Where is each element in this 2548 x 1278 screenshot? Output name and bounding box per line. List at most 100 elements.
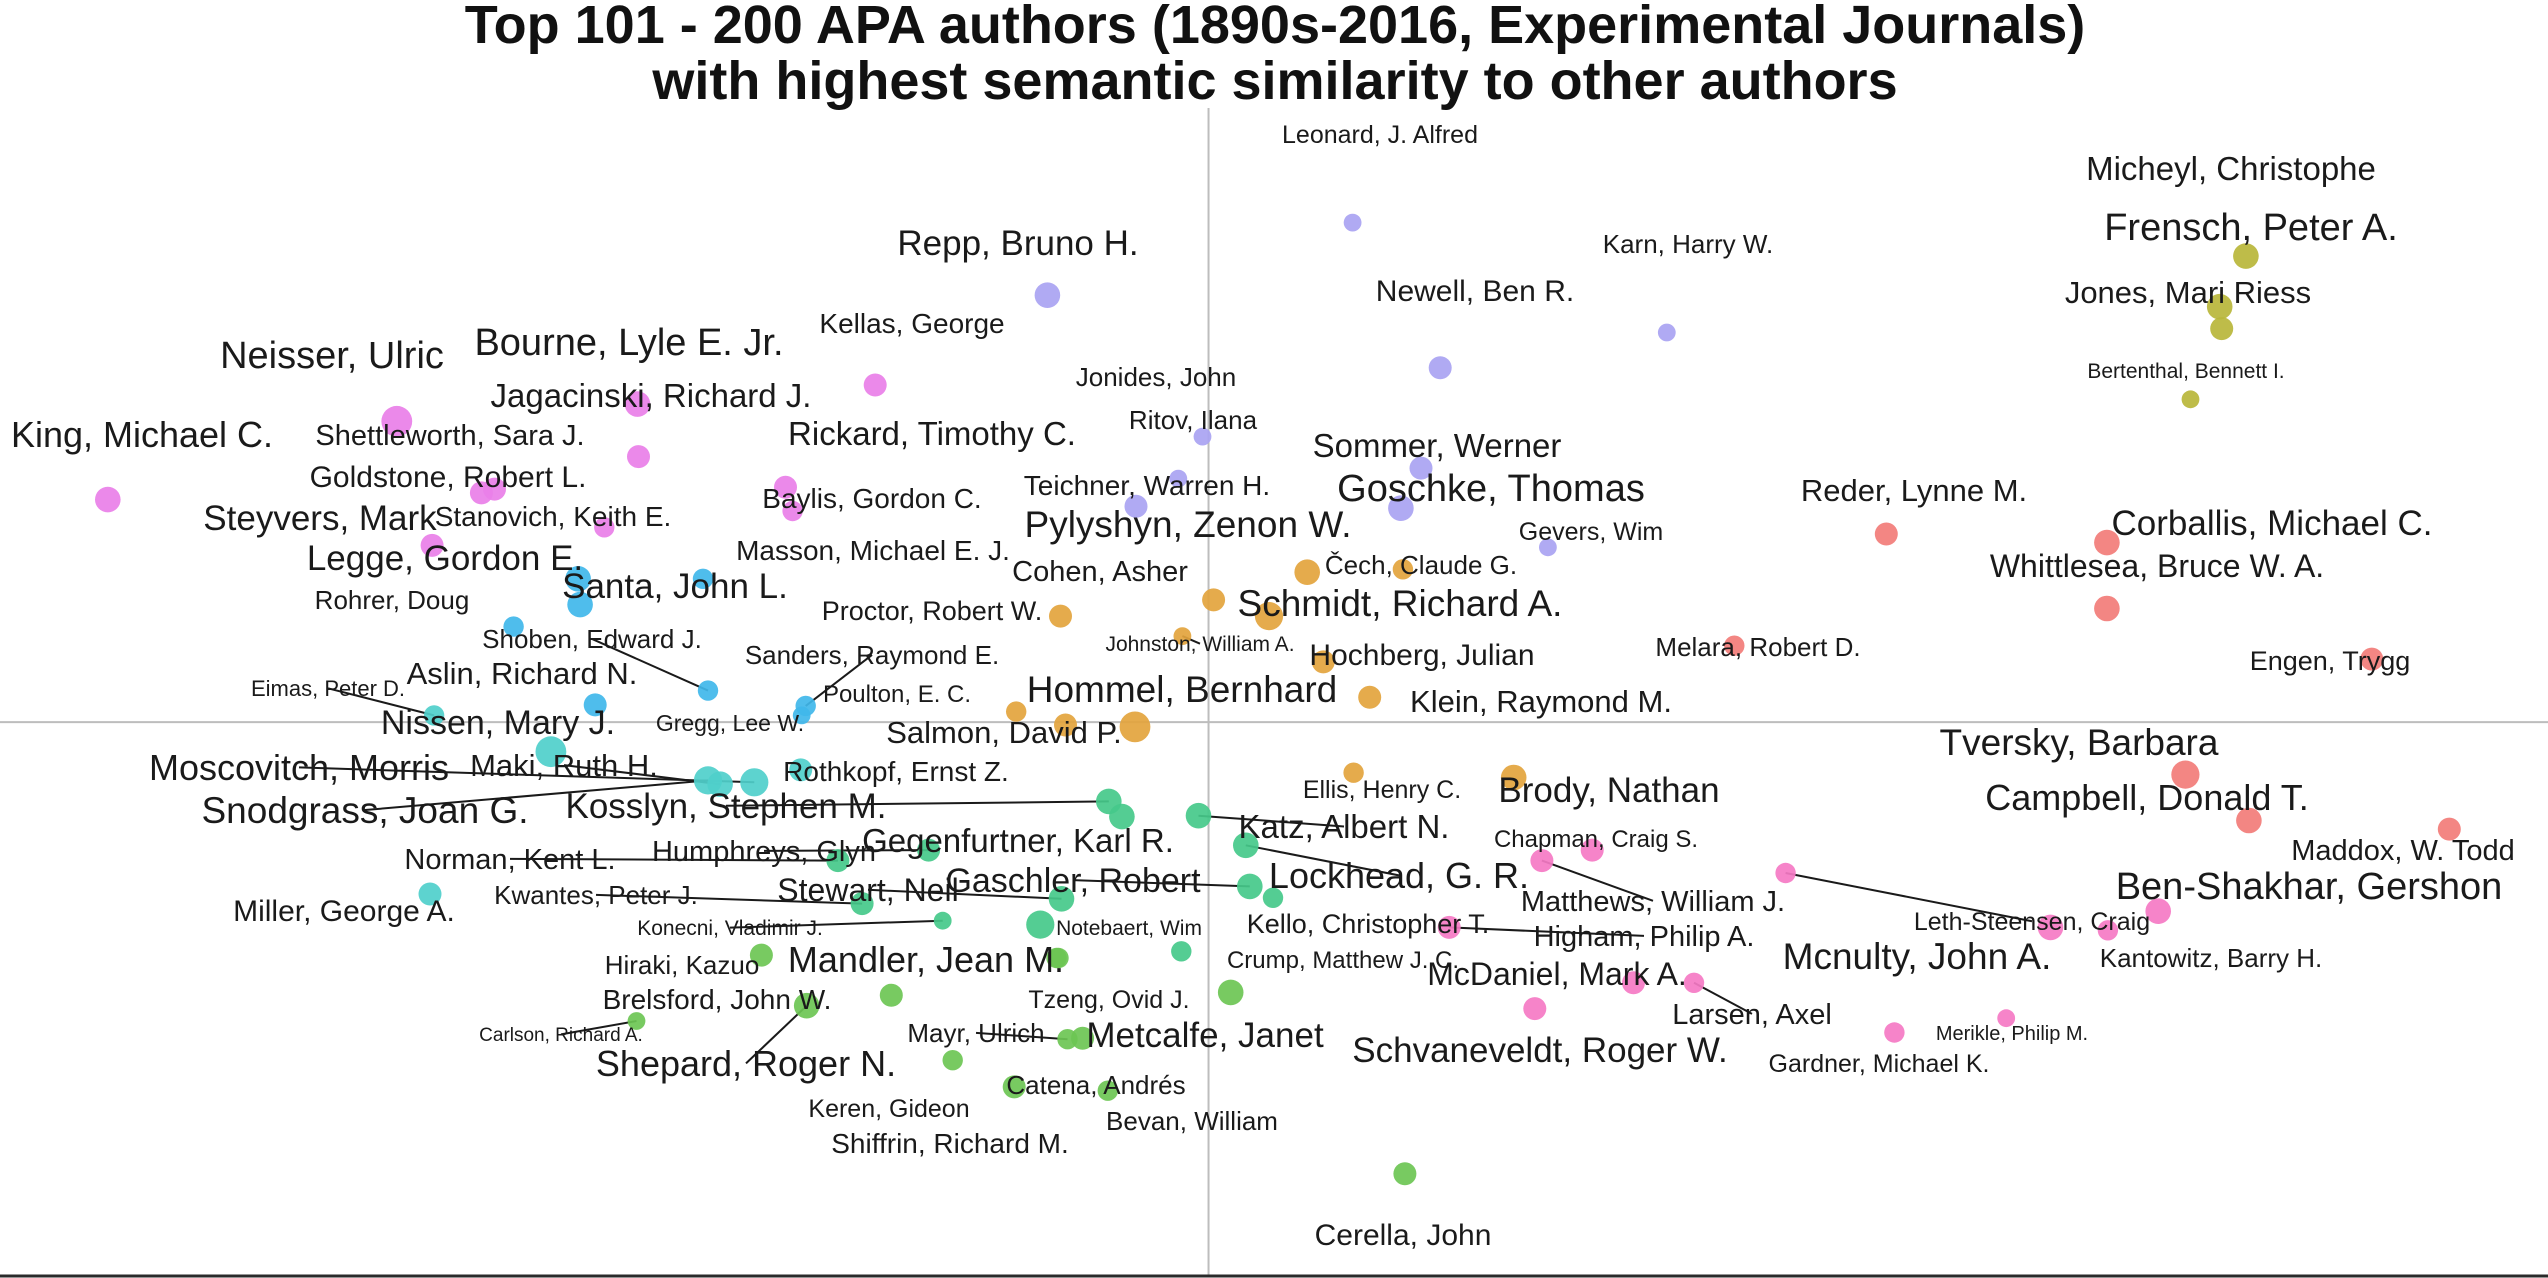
point-klein-raymond-m bbox=[1358, 685, 1382, 709]
point-mcdaniel-mark-a bbox=[1622, 971, 1645, 995]
leader-line-eimas-peter-d bbox=[327, 687, 435, 717]
label-moscovitch-morris: Moscovitch, Morris bbox=[149, 747, 449, 788]
label-merikle-philip-m: Merikle, Philip M. bbox=[1936, 1023, 2088, 1045]
label-larsen-axel: Larsen, Axel bbox=[1672, 999, 1832, 1031]
leader-line-larsen-axel bbox=[1693, 981, 1753, 1015]
label-gaschler-robert: Gaschler, Robert bbox=[945, 862, 1201, 900]
point-schvaneveldt-roger-w bbox=[1523, 997, 1547, 1021]
label-norman-kent-l: Norman, Kent L. bbox=[404, 844, 615, 876]
label-neisser-ulric: Neisser, Ulric bbox=[220, 335, 444, 377]
point-maddox-w-todd bbox=[2437, 817, 2461, 841]
point-hiraki-kazuo bbox=[749, 943, 773, 967]
point-repp-bruno-h bbox=[1034, 282, 1061, 309]
point-aslin-richard-n bbox=[583, 693, 607, 717]
leader-line-norman-kent-l bbox=[509, 857, 838, 862]
label-keren-gideon: Keren, Gideon bbox=[808, 1095, 969, 1123]
leader-line-kosslyn-stephen-m bbox=[725, 800, 1109, 807]
label-teichner-warren-h: Teichner, Warren H. bbox=[1024, 470, 1270, 501]
label-katz-albert-n: Katz, Albert N. bbox=[1239, 808, 1450, 845]
leader-line-leth-steensen-craig bbox=[1785, 872, 2033, 923]
point-matthews-william-j bbox=[1530, 849, 1554, 873]
label-goldstone-robert-l: Goldstone, Robert L. bbox=[310, 461, 587, 494]
point-corballis-michael-c bbox=[2094, 529, 2120, 556]
point-steyvers-mark bbox=[420, 533, 444, 557]
label-chapman-craig-s: Chapman, Craig S. bbox=[1494, 826, 1698, 853]
leader-line-higham-philip-a bbox=[1449, 926, 1645, 937]
label-salmon-david-p: Salmon, David P. bbox=[886, 715, 1122, 750]
label-gardner-michael-k: Gardner, Michael K. bbox=[1769, 1050, 1990, 1078]
point-salmon-david-p bbox=[1054, 713, 1077, 737]
leader-line-moscovitch-morris bbox=[298, 766, 755, 784]
point-engen-trygg bbox=[2360, 647, 2384, 671]
chart-title-line-1: Top 101 - 200 APA authors (1890s-2016, E… bbox=[465, 0, 2086, 55]
point-karn-harry-w bbox=[1657, 323, 1676, 342]
point-ben-shakhar-gershon bbox=[2145, 898, 2171, 924]
label-snodgrass-joan-g: Snodgrass, Joan G. bbox=[201, 790, 528, 831]
label-corballis-michael-c: Corballis, Michael C. bbox=[2112, 504, 2433, 543]
label-schmidt-richard-a: Schmidt, Richard A. bbox=[1238, 583, 1563, 624]
point-notebaert-wim bbox=[1026, 910, 1055, 939]
label-jonides-john: Jonides, John bbox=[1076, 362, 1236, 392]
label-brody-nathan: Brody, Nathan bbox=[1498, 771, 1719, 810]
point-rohrer-doug bbox=[503, 616, 524, 637]
label-carlson-richard-a: Carlson, Richard A. bbox=[479, 1025, 643, 1046]
label-shettleworth-sara-j: Shettleworth, Sara J. bbox=[315, 420, 584, 452]
point-tversky-barbara bbox=[2171, 760, 2200, 789]
label-legge-gordon-e: Legge, Gordon E. bbox=[307, 539, 583, 578]
point-leth-steensen-craig bbox=[1775, 862, 1796, 884]
label-aslin-richard-n: Aslin, Richard N. bbox=[407, 656, 638, 691]
label-eimas-peter-d: Eimas, Peter D. bbox=[251, 676, 405, 701]
label-rothkopf-ernst-z: Rothkopf, Ernst Z. bbox=[783, 756, 1009, 787]
label-cohen-asher: Cohen, Asher bbox=[1012, 556, 1188, 588]
point-mcnulty-john-a bbox=[2037, 914, 2064, 941]
point-hochberg-julian bbox=[1311, 650, 1335, 674]
point-goldstone-robert-l bbox=[469, 481, 493, 505]
point-bevan-william bbox=[1097, 1080, 1119, 1101]
point-micheyl-christophe bbox=[2233, 243, 2259, 269]
label-gevers-wim: Gevers, Wim bbox=[1519, 518, 1663, 546]
point-schmidt-richard-a bbox=[1254, 602, 1284, 631]
label-schvaneveldt-roger-w: Schvaneveldt, Roger W. bbox=[1352, 1031, 1727, 1070]
point-konecni-vladimir-j bbox=[933, 911, 952, 930]
point-goschke-thomas bbox=[1388, 495, 1414, 521]
label-steyvers-mark: Steyvers, Mark bbox=[203, 499, 437, 538]
point-masson-michael-e-j bbox=[692, 568, 714, 589]
leader-line-konecni-vladimir-j bbox=[729, 919, 943, 929]
label-leonard-j-alfred: Leonard, J. Alfred bbox=[1282, 121, 1478, 149]
label-ritov-ilana: Ritov, Ilana bbox=[1129, 405, 1258, 435]
leader-line-shoben-edward-j bbox=[591, 637, 709, 692]
point-santa-john-l bbox=[567, 591, 593, 618]
label-masson-michael-e-j: Masson, Michael E. J. bbox=[736, 535, 1010, 566]
label-matthews-william-j: Matthews, William J. bbox=[1521, 886, 1785, 918]
point-newell-ben-r bbox=[1428, 356, 1452, 380]
label-kosslyn-stephen-m: Kosslyn, Stephen M. bbox=[566, 787, 887, 826]
point-keren-gideon bbox=[942, 1050, 963, 1071]
label-jones-mari-riess: Jones, Mari Riess bbox=[2065, 275, 2311, 310]
point-humphreys-glyn bbox=[917, 838, 941, 862]
leader-line-lockhead-g-r bbox=[1245, 844, 1400, 877]
label-mandler-jean-m: Mandler, Jean M. bbox=[788, 939, 1064, 980]
point-catena-andres bbox=[1071, 1026, 1095, 1050]
point-shoben-edward-j bbox=[697, 680, 719, 701]
leader-lines bbox=[298, 635, 2033, 1065]
label-baylis-gordon-c: Baylis, Gordon C. bbox=[762, 483, 981, 514]
point-pylyshyn-zenon-w bbox=[1294, 559, 1320, 585]
point-gaschler-robert bbox=[1237, 873, 1263, 900]
point-stewart-neil bbox=[1048, 886, 1075, 912]
leader-line-stewart-neil bbox=[867, 888, 1062, 900]
data-points bbox=[95, 213, 2461, 1186]
label-proctor-robert-w: Proctor, Robert W. bbox=[822, 596, 1043, 626]
point-moscovitch-morris bbox=[740, 768, 769, 797]
point-katz-albert-n bbox=[1185, 802, 1212, 829]
label-karn-harry-w: Karn, Harry W. bbox=[1603, 229, 1773, 259]
point-melara-robert-d bbox=[1724, 635, 1745, 656]
leader-line-snodgrass-joan-g bbox=[364, 779, 709, 812]
label-repp-bruno-h: Repp, Bruno H. bbox=[897, 224, 1138, 263]
label-sommer-werner: Sommer, Werner bbox=[1313, 427, 1562, 464]
label-klein-raymond-m: Klein, Raymond M. bbox=[1410, 684, 1672, 719]
label-poulton-e-c: Poulton, E. C. bbox=[823, 681, 971, 708]
label-newell-ben-r: Newell, Ben R. bbox=[1376, 275, 1574, 308]
label-notebaert-wim: Notebaert, Wim bbox=[1056, 917, 1202, 940]
data-labels: Leonard, J. Alfred Repp, Bruno H. Karn, Ha… bbox=[11, 121, 2515, 1252]
